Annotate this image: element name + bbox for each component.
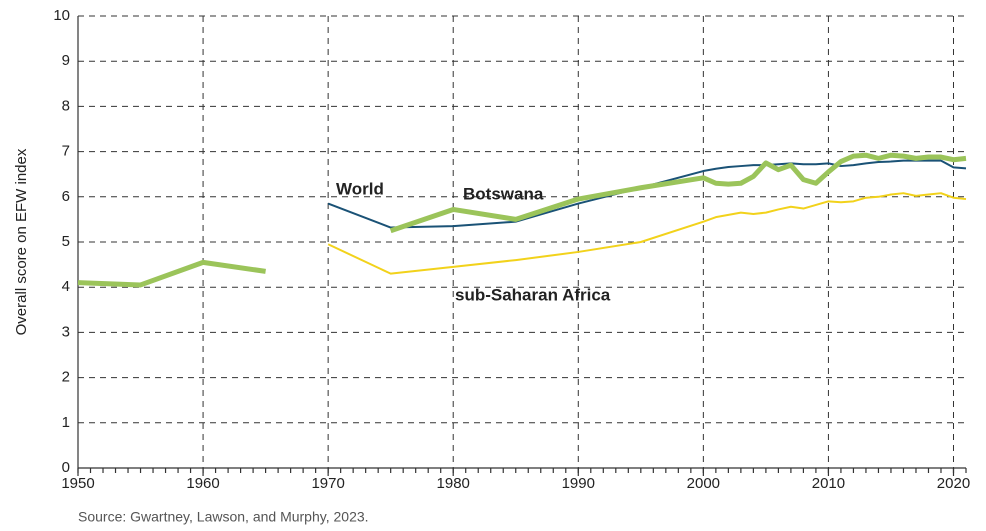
x-tick-label: 2020 <box>937 475 970 492</box>
series-label: World <box>336 179 384 198</box>
source-note: Source: Gwartney, Lawson, and Murphy, 20… <box>78 509 369 525</box>
y-tick-label: 6 <box>62 188 70 205</box>
series-label: Botswana <box>463 184 544 203</box>
y-tick-label: 8 <box>62 97 70 114</box>
series-line <box>77 152 967 288</box>
y-tick-label: 10 <box>53 7 70 24</box>
y-tick-label: 3 <box>62 323 70 340</box>
y-tick-label: 0 <box>62 459 70 476</box>
y-tick-label: 5 <box>62 233 70 250</box>
x-tick-label: 2010 <box>812 475 845 492</box>
x-tick-label: 1990 <box>562 475 595 492</box>
x-tick-label: 1950 <box>61 475 94 492</box>
y-tick-label: 1 <box>62 414 70 431</box>
y-axis-label: Overall score on EFW index <box>13 148 30 335</box>
x-tick-label: 2000 <box>687 475 720 492</box>
series-label: sub-Saharan Africa <box>455 285 611 304</box>
series-line <box>327 192 967 275</box>
y-tick-label: 2 <box>62 369 70 386</box>
y-tick-label: 7 <box>62 143 70 160</box>
x-tick-label: 1980 <box>437 475 470 492</box>
x-tick-label: 1960 <box>186 475 219 492</box>
y-tick-label: 9 <box>62 52 70 69</box>
x-tick-label: 1970 <box>311 475 344 492</box>
y-tick-label: 4 <box>62 278 70 295</box>
